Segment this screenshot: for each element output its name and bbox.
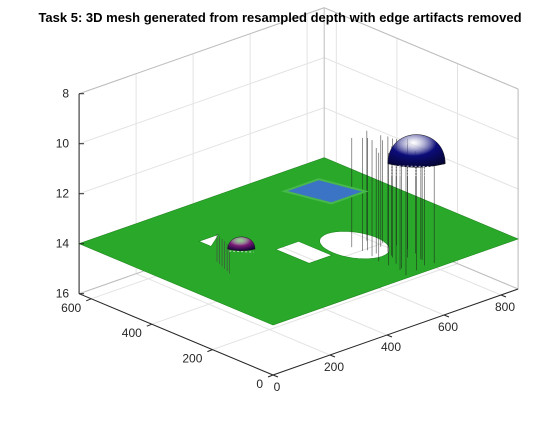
x-tick-label: 200	[182, 352, 202, 366]
x-tick-mark	[146, 323, 152, 327]
x-tick-mark	[267, 374, 274, 378]
floating-panel	[280, 178, 369, 205]
y-tick-mark	[329, 354, 336, 358]
box-edge	[78, 7, 325, 95]
x-tick-mark	[86, 298, 92, 302]
dome-object-edge-noise	[390, 165, 443, 168]
z-tick-label: 10	[56, 137, 70, 151]
y-tick-label: 200	[324, 360, 344, 374]
box-edge	[323, 7, 519, 90]
dome-object-edge-noise	[390, 174, 443, 177]
z-tick-label: 12	[56, 187, 70, 201]
object-surfaces	[227, 134, 446, 253]
floor-surface	[78, 157, 519, 326]
small-dome-object	[227, 236, 256, 252]
y-tick-label: 600	[438, 320, 458, 334]
x-axis-line	[78, 293, 274, 376]
dome-object	[387, 134, 446, 168]
y-tick-mark	[500, 294, 507, 298]
dome-object-edge-noise	[390, 168, 443, 171]
y-tick-label: 0	[274, 380, 281, 394]
floor-plane	[78, 157, 519, 326]
z-tick-label: 8	[62, 87, 69, 101]
x-tick-label: 0	[256, 377, 263, 391]
z-tick-label: 14	[56, 237, 70, 251]
y-tick-label: 400	[381, 340, 401, 354]
y-tick-mark	[272, 374, 279, 378]
x-tick-label: 400	[122, 326, 142, 340]
small-dome-object-edge-noise	[229, 250, 254, 253]
tick-labels: 8 10 12 14 16 0 200 400 600 0 200 400 600 800	[56, 87, 516, 394]
chart-title: Task 5: 3D mesh generated from resampled…	[38, 10, 522, 25]
z-tick-label: 16	[56, 287, 70, 301]
y-tick-mark	[386, 334, 393, 338]
y-tick-mark	[443, 314, 450, 318]
x-tick-label: 600	[61, 301, 81, 315]
y-tick-label: 800	[495, 300, 515, 314]
y-axis-line	[272, 288, 519, 376]
edge-artifacts	[216, 130, 435, 276]
dome-object-edge-noise	[390, 171, 443, 174]
x-tick-mark	[207, 349, 213, 353]
